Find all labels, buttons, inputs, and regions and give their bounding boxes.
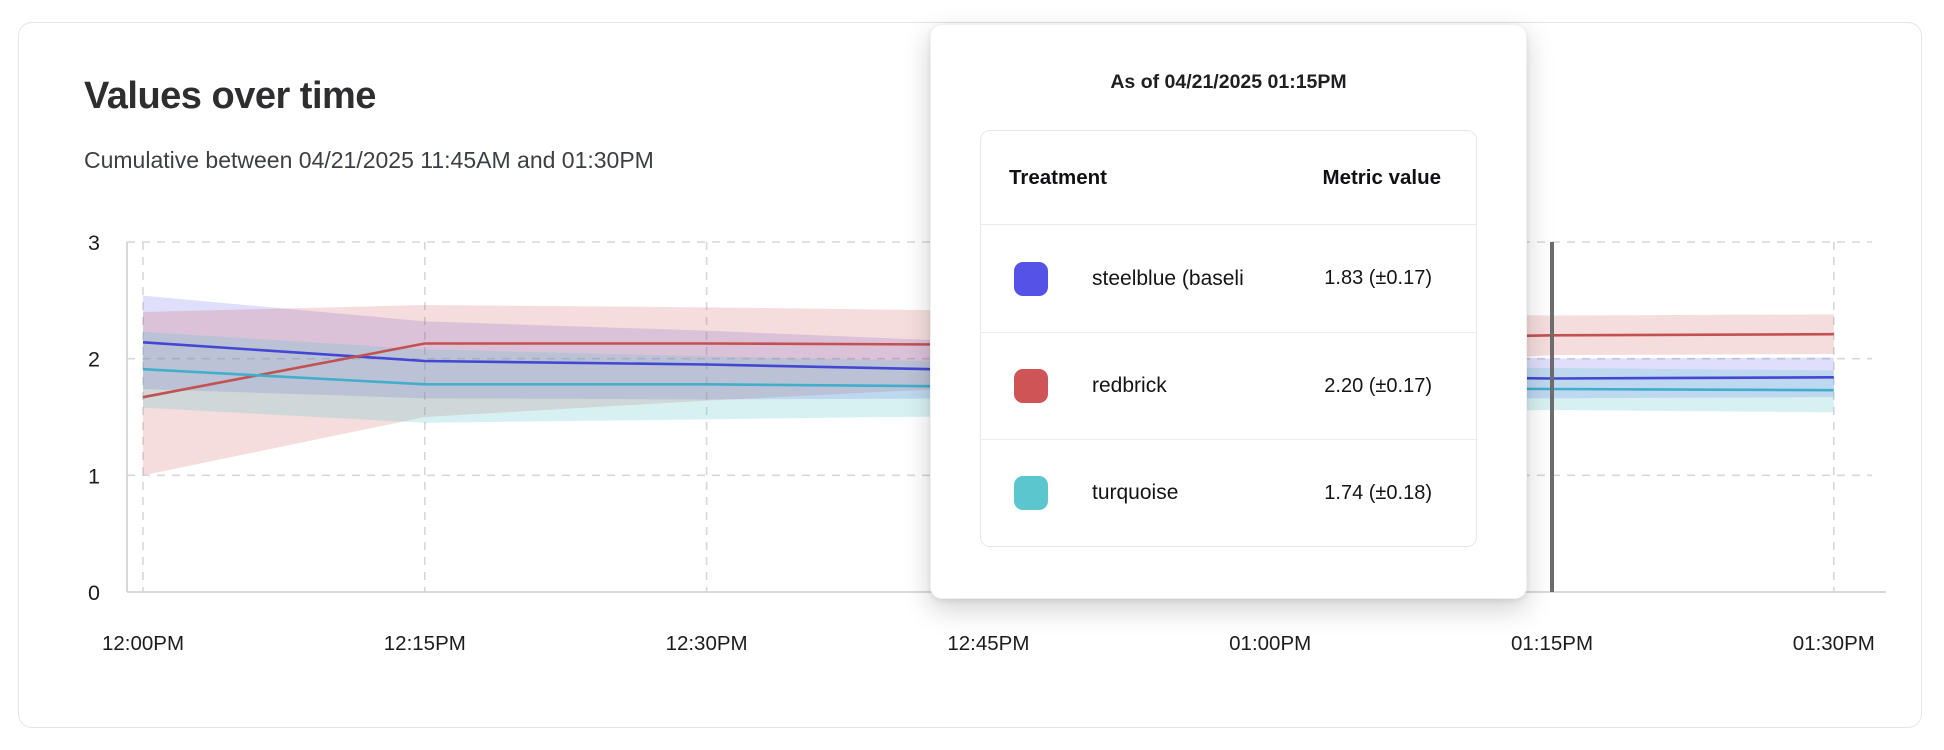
treatment-label: steelblue (baseli (1092, 266, 1244, 290)
column-header-metric-value: Metric value (1322, 165, 1442, 189)
y-tick-label: 2 (88, 348, 100, 372)
series-color-swatch-turquoise (1014, 476, 1048, 510)
tooltip-title: As of 04/21/2025 01:15PM (1110, 71, 1347, 93)
tooltip-row: steelblue (baseli 1.83 (±0.17) (981, 225, 1476, 332)
metric-value: 1.83 (±0.17) (1324, 267, 1432, 289)
x-tick-label: 12:30PM (666, 632, 748, 655)
treatment-label: turquoise (1092, 481, 1179, 504)
y-tick-label: 1 (88, 464, 100, 488)
tooltip-table: Treatment Metric value steelblue (baseli… (980, 130, 1477, 547)
chart-subtitle: Cumulative between 04/21/2025 11:45AM an… (84, 147, 654, 173)
x-tick-label: 12:00PM (102, 632, 184, 655)
x-tick-label: 12:15PM (384, 632, 466, 655)
column-header-treatment: Treatment (1009, 165, 1107, 189)
chart-title: Values over time (84, 75, 376, 117)
x-tick-label: 01:00PM (1229, 632, 1311, 655)
y-tick-label: 0 (88, 581, 100, 605)
tooltip-row: turquoise 1.74 (±0.18) (981, 439, 1476, 546)
tooltip-table-header: Treatment Metric value (981, 131, 1476, 225)
x-tick-label: 01:15PM (1511, 632, 1593, 655)
y-tick-label: 3 (88, 231, 100, 255)
metric-value: 2.20 (±0.17) (1324, 374, 1432, 397)
tooltip-row: redbrick 2.20 (±0.17) (981, 332, 1476, 439)
series-color-swatch-redbrick (1014, 369, 1048, 403)
chart-hover-tooltip: As of 04/21/2025 01:15PM Treatment Metri… (930, 24, 1527, 599)
treatment-label: redbrick (1092, 374, 1167, 397)
series-color-swatch-steelblue (1014, 261, 1048, 296)
metric-value: 1.74 (±0.18) (1324, 481, 1432, 504)
x-tick-label: 12:45PM (947, 632, 1029, 655)
x-tick-label: 01:30PM (1793, 632, 1875, 655)
